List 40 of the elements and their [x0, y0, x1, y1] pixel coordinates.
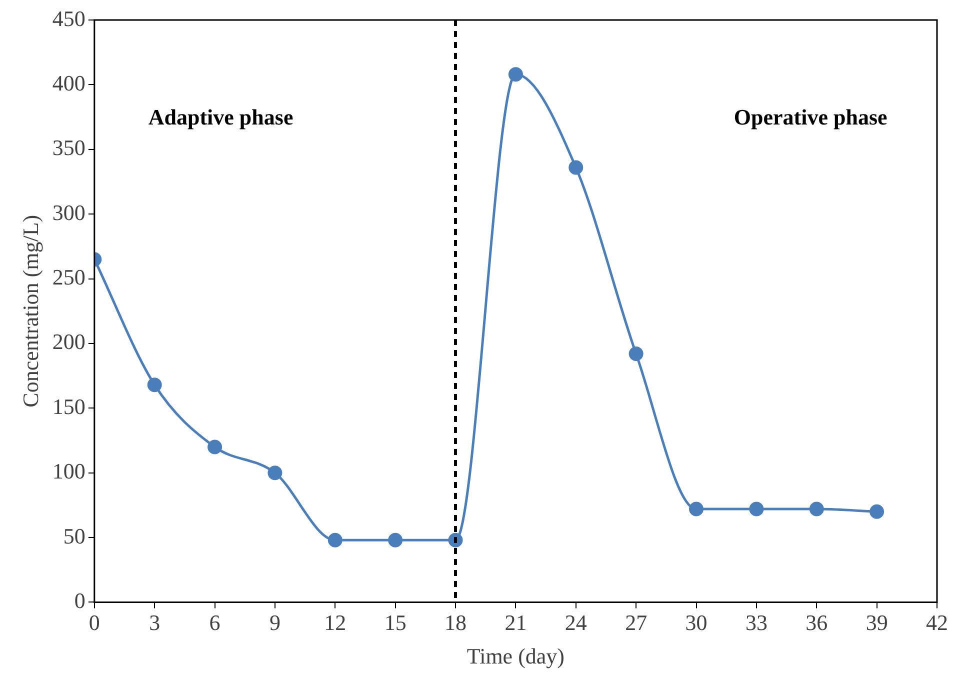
y-tick-label: 350 — [52, 135, 86, 160]
point — [328, 532, 342, 548]
point — [809, 502, 824, 516]
x-tick-label: 21 — [504, 610, 527, 636]
y-tick-label: 300 — [52, 200, 86, 225]
annotation: Adaptive phase — [148, 104, 294, 130]
point — [628, 346, 644, 362]
x-tick-label: 36 — [806, 610, 828, 636]
x-tick-label: 39 — [866, 610, 888, 636]
y-tick-label: 450 — [52, 6, 86, 31]
annotation: Operative phase — [734, 104, 888, 130]
x-tick-label: 15 — [384, 610, 406, 636]
x-tick-label: 9 — [269, 610, 280, 636]
point — [689, 502, 704, 516]
x-axis-title: Time (day) — [466, 644, 564, 669]
x-tick-label: 6 — [209, 610, 220, 636]
y-tick-label: 200 — [52, 329, 86, 354]
y-tick-label: 50 — [63, 523, 86, 548]
y-tick-label: 0 — [74, 588, 86, 613]
y-tick-label: 100 — [52, 458, 86, 484]
y-tick-label: 150 — [52, 394, 86, 419]
point — [508, 67, 523, 82]
x-tick-label: 30 — [685, 610, 708, 636]
x-tick-label: 18 — [444, 610, 467, 636]
point — [388, 532, 403, 548]
point — [568, 160, 584, 175]
point — [147, 378, 162, 392]
y-tick-label: 250 — [52, 264, 86, 290]
y-axis-title: Concentration (mg/L) — [18, 214, 43, 408]
x-tick-label: 27 — [625, 610, 648, 636]
x-tick-label: 3 — [149, 610, 160, 636]
y-tick-label: 400 — [52, 70, 86, 96]
x-tick-label: 42 — [926, 610, 948, 636]
x-tick-label: 24 — [564, 610, 587, 636]
x-tick-label: 33 — [745, 610, 768, 636]
point — [208, 440, 222, 454]
point — [749, 502, 764, 516]
x-tick-label: 12 — [324, 610, 346, 636]
point — [870, 504, 884, 519]
point — [268, 466, 282, 480]
